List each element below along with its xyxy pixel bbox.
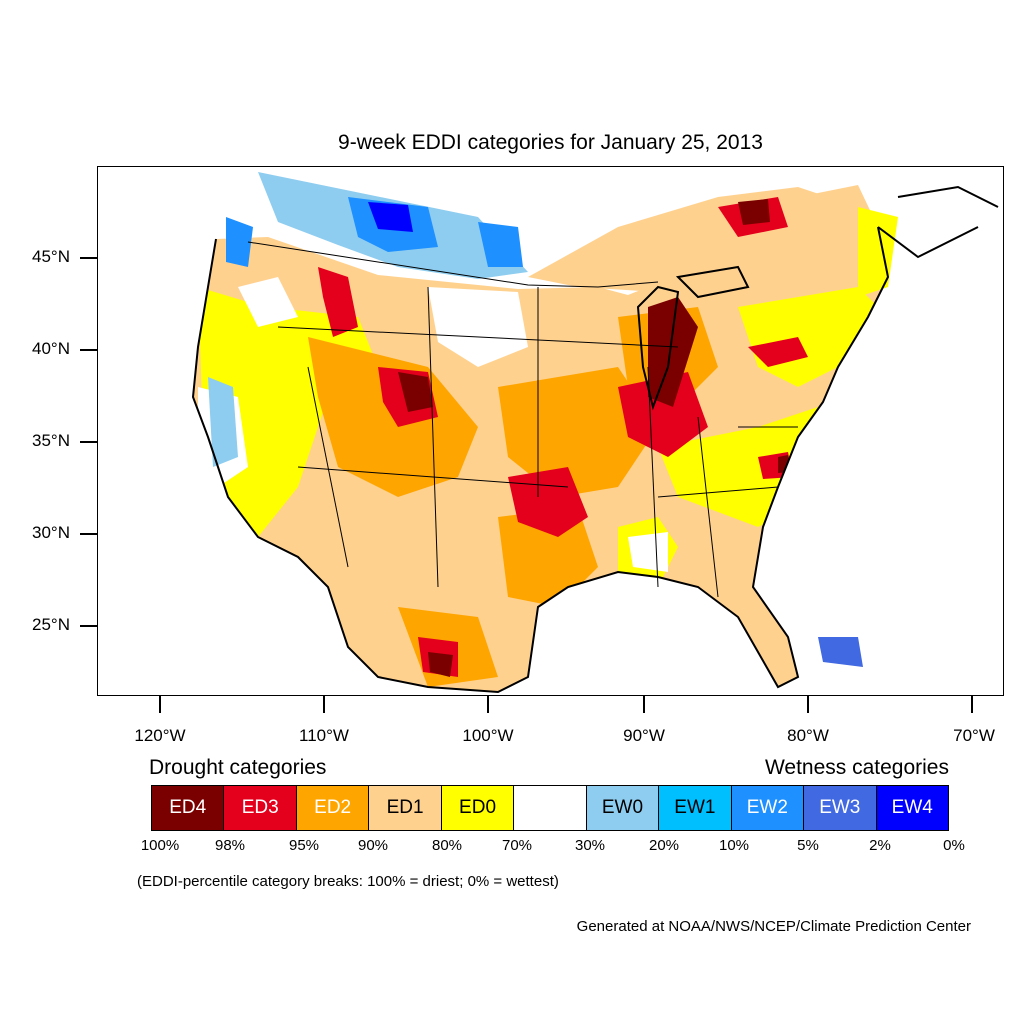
legend-cell-ew1: EW1 [659,786,732,830]
legend-cell-ed1: ED1 [369,786,442,830]
state-borders [247,241,798,598]
wet-areas [208,172,863,667]
lon-label-90: 90°W [623,726,665,745]
percentile-note: (EDDI-percentile category breaks: 100% =… [137,873,559,890]
legend-cell-ew4: EW4 [876,786,948,830]
lon-tick [323,696,325,713]
percentile-label: 80% [431,837,463,854]
eddi-map [97,166,1004,696]
lat-label-30: 30°N [32,523,70,542]
legend-cell-ed0: ED0 [441,786,515,830]
lon-label-100: 100°W [462,726,514,745]
percentile-label: 100% [140,837,180,854]
legend-cell-ed3: ED3 [224,786,297,830]
lon-tick [487,696,489,713]
lat-tick [80,257,97,259]
lon-label-120: 120°W [134,726,186,745]
percentile-label: 30% [574,837,606,854]
legend-cell-ed2: ED2 [296,786,370,830]
legend-cell-ew2: EW2 [731,786,805,830]
lon-tick [807,696,809,713]
lat-tick [80,441,97,443]
credit-line: Generated at NOAA/NWS/NCEP/Climate Predi… [576,918,971,935]
lat-tick [80,533,97,535]
percentile-label: 98% [214,837,246,854]
percentile-label: 2% [869,837,891,854]
percentile-label: 5% [797,837,819,854]
percentile-label: 95% [288,837,320,854]
lon-label-80: 80°W [787,726,829,745]
legend-cell-normal [514,786,587,830]
map-title: 9-week EDDI categories for January 25, 2… [338,131,763,154]
wetness-heading: Wetness categories [764,756,949,779]
lat-tick [80,349,97,351]
lat-label-25: 25°N [32,615,70,634]
lat-label-40: 40°N [32,339,70,358]
lon-label-70: 70°W [953,726,995,745]
lat-label-45: 45°N [32,247,70,266]
lon-tick [643,696,645,713]
legend-cell-ew0: EW0 [586,786,660,830]
percentile-label: 20% [648,837,680,854]
percentile-label: 0% [943,837,965,854]
legend-cell-ed4: ED4 [152,786,225,830]
percentile-label: 90% [357,837,389,854]
lon-tick [159,696,161,713]
percentile-label: 10% [718,837,750,854]
legend-cell-ew3: EW3 [804,786,877,830]
lon-tick [971,696,973,713]
lon-label-110: 110°W [299,726,349,745]
percentile-label: 70% [501,837,533,854]
drought-heading: Drought categories [149,756,327,779]
lat-label-35: 35°N [32,431,70,450]
coastline [191,185,999,694]
category-legend: ED4 ED3 ED2 ED1 ED0 EW0 EW1 EW2 EW3 EW4 [151,785,949,831]
map-canvas [191,172,999,694]
lat-tick [80,625,97,627]
